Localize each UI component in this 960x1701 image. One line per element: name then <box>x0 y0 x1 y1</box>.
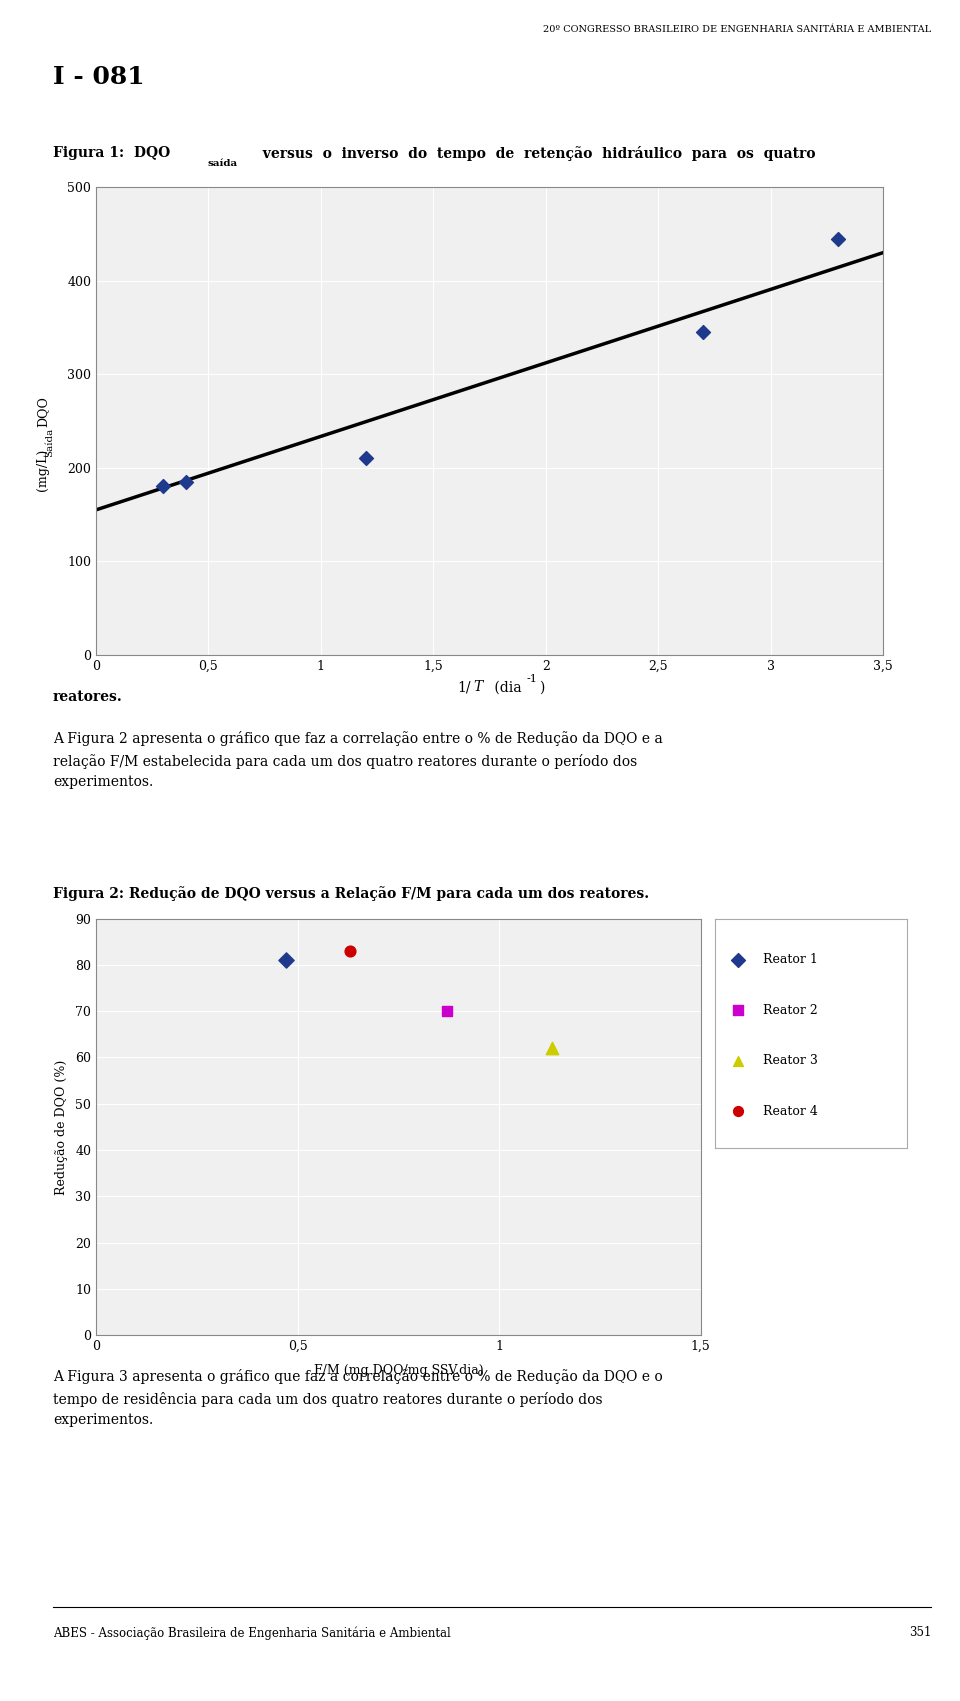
Text: reatores.: reatores. <box>53 691 123 704</box>
Point <box>156 473 171 500</box>
Text: DQO: DQO <box>36 396 50 427</box>
Point <box>731 997 746 1024</box>
Point <box>343 937 358 964</box>
Text: Figura 1:  DQO: Figura 1: DQO <box>53 146 170 160</box>
Text: -1: -1 <box>526 674 537 684</box>
Point <box>830 225 846 252</box>
Text: A Figura 2 apresenta o gráfico que faz a correlação entre o % de Redução da DQO : A Figura 2 apresenta o gráfico que faz a… <box>53 731 662 789</box>
Text: Reator 2: Reator 2 <box>763 1004 818 1017</box>
Text: ABES - Associação Brasileira de Engenharia Sanitária e Ambiental: ABES - Associação Brasileira de Engenhar… <box>53 1626 450 1640</box>
X-axis label: F/M (mg DQO/mg SSV.dia): F/M (mg DQO/mg SSV.dia) <box>314 1364 483 1378</box>
Text: Reator 4: Reator 4 <box>763 1106 818 1118</box>
Point <box>358 444 373 471</box>
Point <box>731 1097 746 1124</box>
Point <box>731 1048 746 1075</box>
Point <box>544 1034 560 1061</box>
Text: 351: 351 <box>909 1626 931 1640</box>
Text: Reator 3: Reator 3 <box>763 1055 818 1068</box>
Point <box>179 468 194 495</box>
Text: 20º CONGRESSO BRASILEIRO DE ENGENHARIA SANITÁRIA E AMBIENTAL: 20º CONGRESSO BRASILEIRO DE ENGENHARIA S… <box>543 26 931 34</box>
Text: 1/: 1/ <box>457 680 470 694</box>
Point <box>696 318 711 345</box>
Text: saída: saída <box>207 158 237 168</box>
Text: Saída: Saída <box>45 427 55 458</box>
Text: (dia: (dia <box>490 680 521 694</box>
Y-axis label: Redução de DQO (%): Redução de DQO (%) <box>55 1060 68 1194</box>
Text: I - 081: I - 081 <box>53 65 144 88</box>
Text: Figura 2: Redução de DQO versus a Relação F/M para cada um dos reatores.: Figura 2: Redução de DQO versus a Relaçã… <box>53 886 649 902</box>
Text: A Figura 3 apresenta o gráfico que faz a correlação entre o % de Redução da DQO : A Figura 3 apresenta o gráfico que faz a… <box>53 1369 662 1427</box>
Text: ): ) <box>540 680 545 694</box>
Point <box>731 946 746 973</box>
Point <box>277 946 293 973</box>
Text: versus  o  inverso  do  tempo  de  retenção  hidráulico  para  os  quatro: versus o inverso do tempo de retenção hi… <box>253 146 816 160</box>
Text: (mg/L): (mg/L) <box>36 449 50 497</box>
Text: Reator 1: Reator 1 <box>763 953 818 966</box>
Point <box>439 997 454 1024</box>
Text: T: T <box>473 680 483 694</box>
